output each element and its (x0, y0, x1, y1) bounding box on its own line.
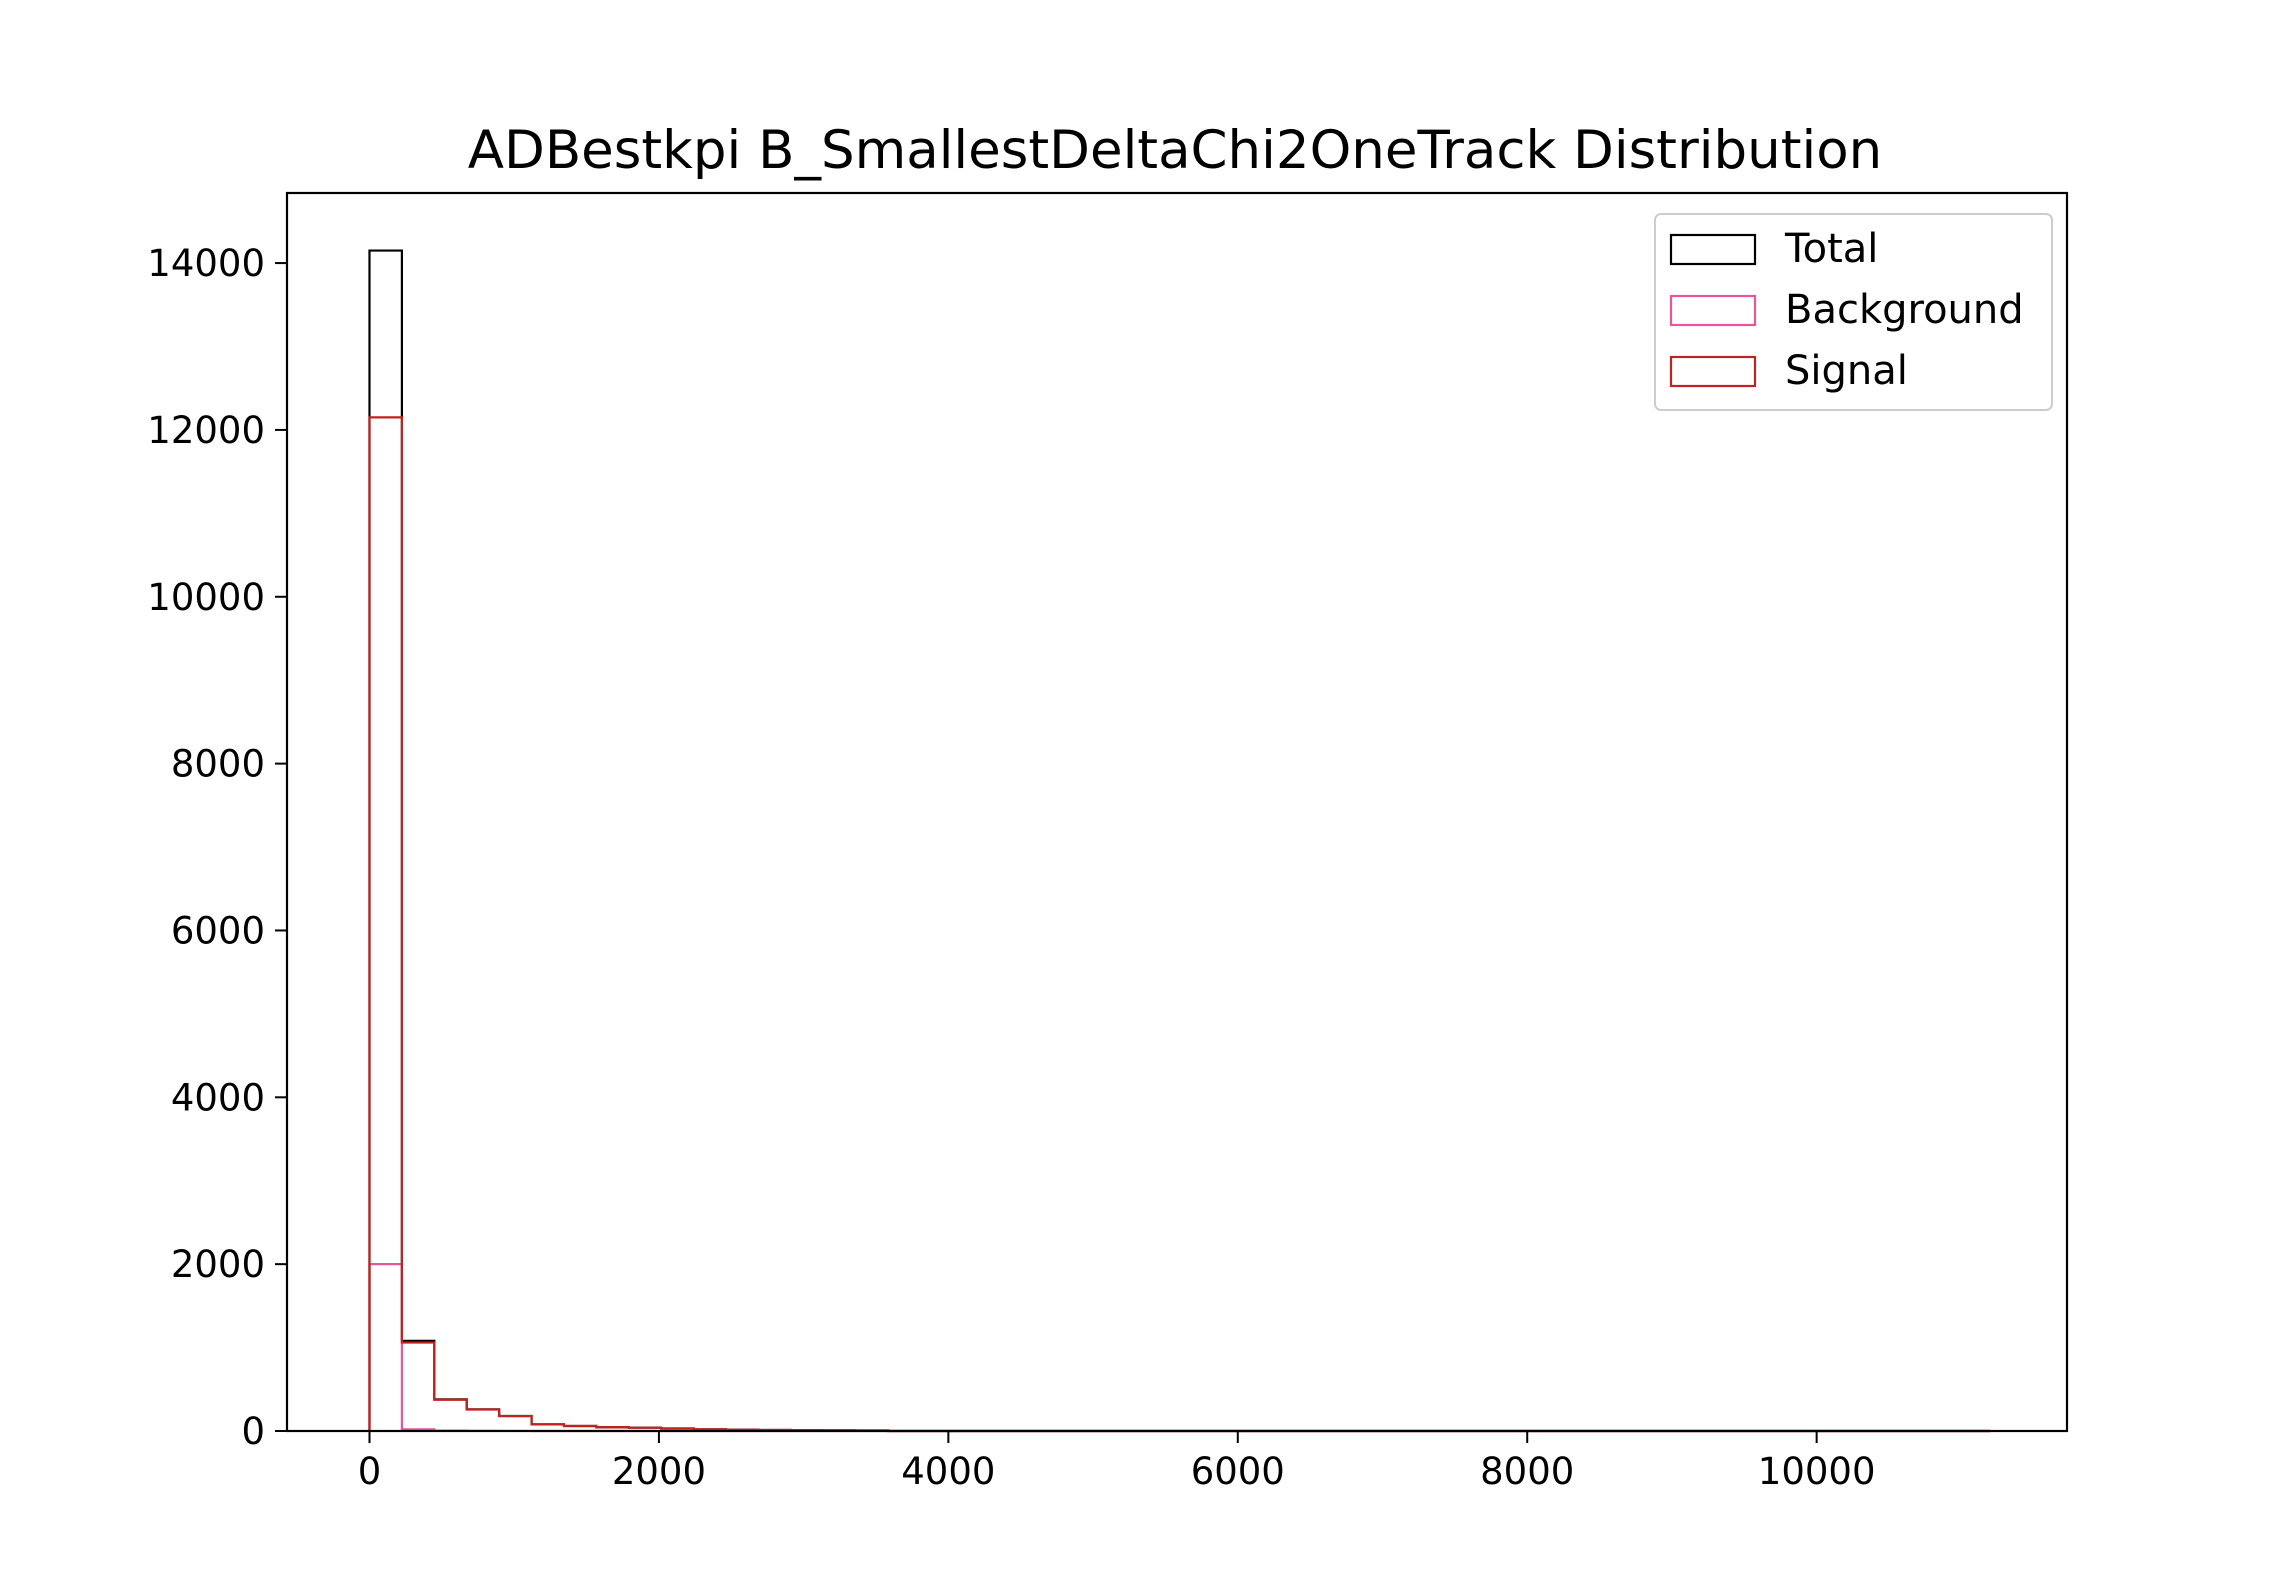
y-tick-label: 0 (241, 1410, 265, 1453)
y-tick-label: 8000 (171, 743, 265, 786)
legend-swatch-background (1669, 294, 1757, 327)
x-tick-label: 0 (358, 1450, 382, 1493)
y-tick-label: 12000 (147, 409, 265, 452)
x-tick-label: 8000 (1480, 1450, 1574, 1493)
x-tick-label: 10000 (1758, 1450, 1876, 1493)
legend-item-background: Background (1669, 287, 2024, 333)
y-tick-label: 14000 (147, 242, 265, 285)
legend-label-background: Background (1785, 287, 2024, 333)
y-tick-label: 6000 (171, 909, 265, 952)
legend-item-total: Total (1669, 226, 1878, 272)
x-tick-label: 4000 (901, 1450, 995, 1493)
plot-frame (285, 191, 2069, 1433)
x-tick-label: 2000 (612, 1450, 706, 1493)
y-tick-label: 2000 (171, 1243, 265, 1286)
legend-item-signal: Signal (1669, 348, 1908, 394)
x-axis: 0 2000 4000 6000 8000 10000 (358, 1431, 1876, 1493)
legend: Total Background Signal (1654, 213, 2053, 411)
legend-swatch-signal (1669, 355, 1757, 388)
legend-swatch-total (1669, 233, 1757, 266)
chart-title: ADBestkpi B_SmallestDeltaChi2OneTrack Di… (468, 120, 1883, 181)
x-tick-label: 6000 (1191, 1450, 1285, 1493)
y-axis: 0 2000 4000 6000 8000 10000 12000 14000 (147, 242, 287, 1453)
legend-label-total: Total (1784, 226, 1878, 272)
y-tick-label: 10000 (147, 576, 265, 619)
y-tick-label: 4000 (171, 1076, 265, 1119)
legend-label-signal: Signal (1785, 348, 1908, 394)
